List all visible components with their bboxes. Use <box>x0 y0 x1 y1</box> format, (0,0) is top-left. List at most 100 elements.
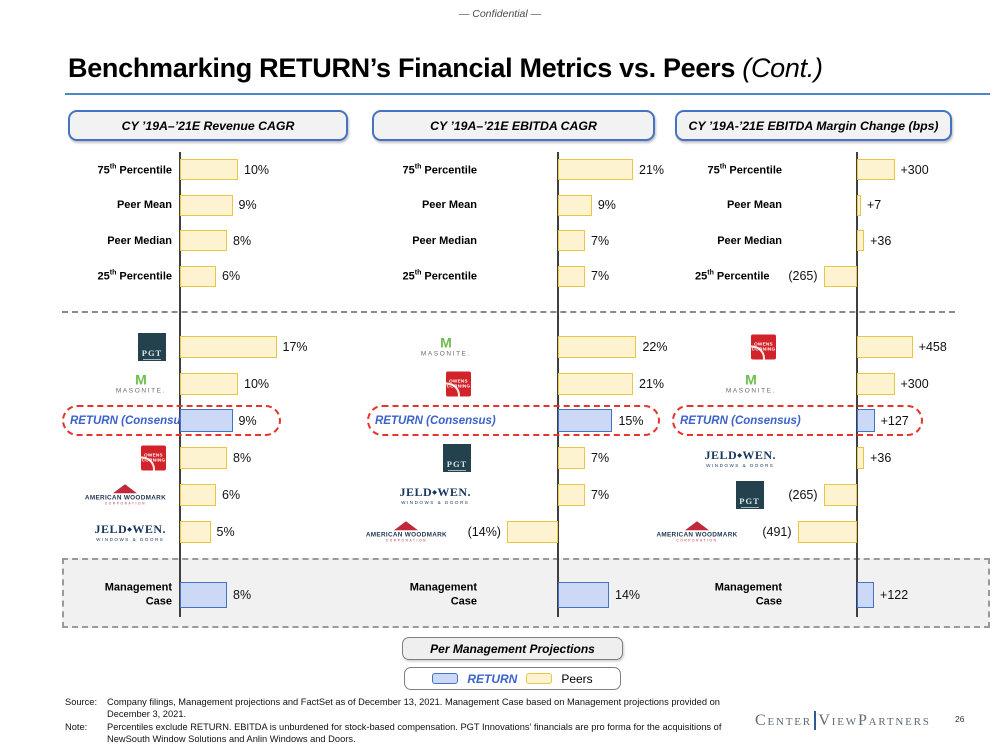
stat-label: 25th Percentile <box>695 269 770 283</box>
jeld-wen-logo: JELD◆WEN. WINDOWS & DOORS <box>399 484 471 505</box>
centerview-logo-part2: View <box>818 711 858 729</box>
peer-bar <box>558 194 592 216</box>
footer-note-label: Note: <box>65 721 88 732</box>
stat-label: Peer Mean <box>726 199 782 212</box>
return-bar <box>558 409 613 432</box>
management-case-row: Management Case 8% <box>60 572 365 618</box>
masonite-logo: M MASONITE. <box>115 371 166 394</box>
peer-bar <box>180 372 238 395</box>
page-title-cont: (Cont.) <box>742 53 823 83</box>
stat-row: 25th Percentile (265) <box>670 259 995 295</box>
american-woodmark-logo: AMERICAN WOODMARK CORPORATION <box>656 520 737 542</box>
company-row: JELD◆WEN. WINDOWS & DOORS 5% <box>60 513 365 550</box>
footer-source-text: Company filings, Management projections … <box>107 697 720 720</box>
peer-bar <box>558 159 634 180</box>
return-bar <box>180 409 233 432</box>
company-logo-cell: M MASONITE. <box>670 372 782 394</box>
stat-row: Peer Mean 9% <box>365 188 670 224</box>
return-highlight-box <box>367 405 661 436</box>
centerview-logo-bar <box>813 711 817 730</box>
pgt-logo: PGT <box>735 480 764 509</box>
value-label: 14% <box>615 588 641 602</box>
centerview-logo-part1: Center <box>755 711 812 729</box>
company-logo-cell: AMERICAN WOODMARK CORPORATION <box>365 520 453 542</box>
peer-bar <box>558 335 637 358</box>
peer-bar <box>857 194 861 216</box>
stat-row: Peer Mean 9% <box>60 188 365 224</box>
value-label: +36 <box>870 233 892 248</box>
stat-row: 25th Percentile 6% <box>60 259 365 295</box>
return-bar <box>857 409 875 432</box>
footer-note-text: Percentiles exclude RETURN. EBITDA is un… <box>107 721 722 745</box>
return-consensus-label: RETURN (Consensus) <box>375 414 496 427</box>
footer-source: Source: Company filings, Management proj… <box>65 696 725 721</box>
value-label: 10% <box>244 376 270 391</box>
peer-bar <box>506 520 558 543</box>
peer-bar <box>180 520 211 543</box>
owens-corning-logo: OWENS CORNING <box>751 334 776 359</box>
company-row: AMERICAN WOODMARK CORPORATION (491) <box>656 513 995 550</box>
value-label: +122 <box>880 588 909 602</box>
panel-header: CY ’19A–’21E EBITDA CAGR <box>372 110 655 141</box>
company-logo-cell: OWENS CORNING <box>365 371 477 396</box>
company-logo-cell: JELD◆WEN. WINDOWS & DOORS <box>60 522 172 542</box>
value-label: 7% <box>591 487 610 502</box>
value-label: 22% <box>642 339 668 354</box>
peer-bar <box>857 335 913 358</box>
value-label: (265) <box>788 269 818 284</box>
peer-bar <box>180 446 227 469</box>
stat-row: 75th Percentile 10% <box>60 152 365 188</box>
peer-bar <box>857 230 865 251</box>
peer-bar <box>558 483 585 506</box>
legend-box: RETURN Peers <box>404 667 621 690</box>
value-label: 21% <box>639 376 665 391</box>
management-case-label: Management Case <box>714 581 782 607</box>
management-case-label: Management Case <box>409 581 477 607</box>
panel-2: CY ’19A–’21E EBITDA CAGR 75th Percentile 2… <box>365 105 670 635</box>
value-label: 17% <box>282 339 308 354</box>
value-label: 15% <box>618 413 644 428</box>
company-row: AMERICAN WOODMARK CORPORATION 6% <box>60 476 365 513</box>
company-logo-cell: AMERICAN WOODMARK CORPORATION <box>656 520 744 542</box>
peer-bar <box>558 372 634 395</box>
company-row: M MASONITE. 22% <box>365 328 670 365</box>
value-label: 9% <box>238 198 257 213</box>
company-row: OWENS CORNING +458 <box>670 328 995 365</box>
value-label: +300 <box>900 162 929 177</box>
value-label: (491) <box>762 524 792 539</box>
value-label: 7% <box>591 269 610 284</box>
value-label: 10% <box>244 162 270 177</box>
stat-row: Peer Median +36 <box>670 223 995 259</box>
footer-source-label: Source: <box>65 697 98 707</box>
jeld-wen-logo: JELD◆WEN. WINDOWS & DOORS <box>94 521 166 542</box>
company-row: PGT (265) <box>670 476 995 513</box>
return-bar <box>180 582 227 608</box>
page-number: 26 <box>955 714 965 724</box>
masonite-logo: M MASONITE. <box>420 334 471 357</box>
peer-bar <box>857 446 865 469</box>
company-logo-cell: OWENS CORNING <box>60 445 172 470</box>
panel-3: CY ’19A-’21E EBITDA Margin Change (bps) 7… <box>656 105 995 635</box>
value-label: 6% <box>222 487 241 502</box>
footer: Source: Company filings, Management proj… <box>65 696 725 745</box>
title-underline <box>65 93 990 95</box>
company-row: RETURN (Consensus) 9% <box>60 402 365 439</box>
company-row: OWENS CORNING 8% <box>60 439 365 476</box>
value-label: 9% <box>238 413 257 428</box>
company-row: JELD◆WEN. WINDOWS & DOORS 7% <box>365 476 670 513</box>
company-logo-cell: M MASONITE. <box>60 371 172 394</box>
value-label: 8% <box>233 588 252 602</box>
return-consensus-label: RETURN (Consensus) <box>70 414 191 427</box>
management-case-row: Management Case 14% <box>365 572 670 618</box>
pgt-logo: PGT <box>443 443 471 472</box>
value-label: 6% <box>222 269 241 284</box>
value-label: +300 <box>900 376 929 391</box>
return-consensus-label: RETURN (Consensus) <box>680 414 801 427</box>
value-label: +127 <box>880 413 909 428</box>
value-label: 5% <box>216 524 235 539</box>
per-management-projections-box: Per Management Projections <box>402 637 623 660</box>
footer-note: Note: Percentiles exclude RETURN. EBITDA… <box>65 721 725 746</box>
value-label: 7% <box>591 450 610 465</box>
return-swatch <box>432 673 459 684</box>
